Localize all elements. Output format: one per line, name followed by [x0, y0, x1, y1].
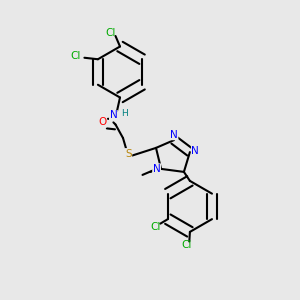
Text: N: N — [110, 110, 117, 121]
Text: Cl: Cl — [150, 222, 160, 232]
Text: Cl: Cl — [70, 51, 81, 61]
Text: O: O — [98, 117, 106, 127]
Text: Cl: Cl — [182, 240, 192, 250]
Text: N: N — [191, 146, 199, 156]
Text: S: S — [125, 148, 132, 159]
Text: N: N — [153, 164, 160, 174]
Text: Cl: Cl — [106, 28, 116, 38]
Text: H: H — [121, 109, 128, 118]
Text: N: N — [170, 130, 178, 140]
